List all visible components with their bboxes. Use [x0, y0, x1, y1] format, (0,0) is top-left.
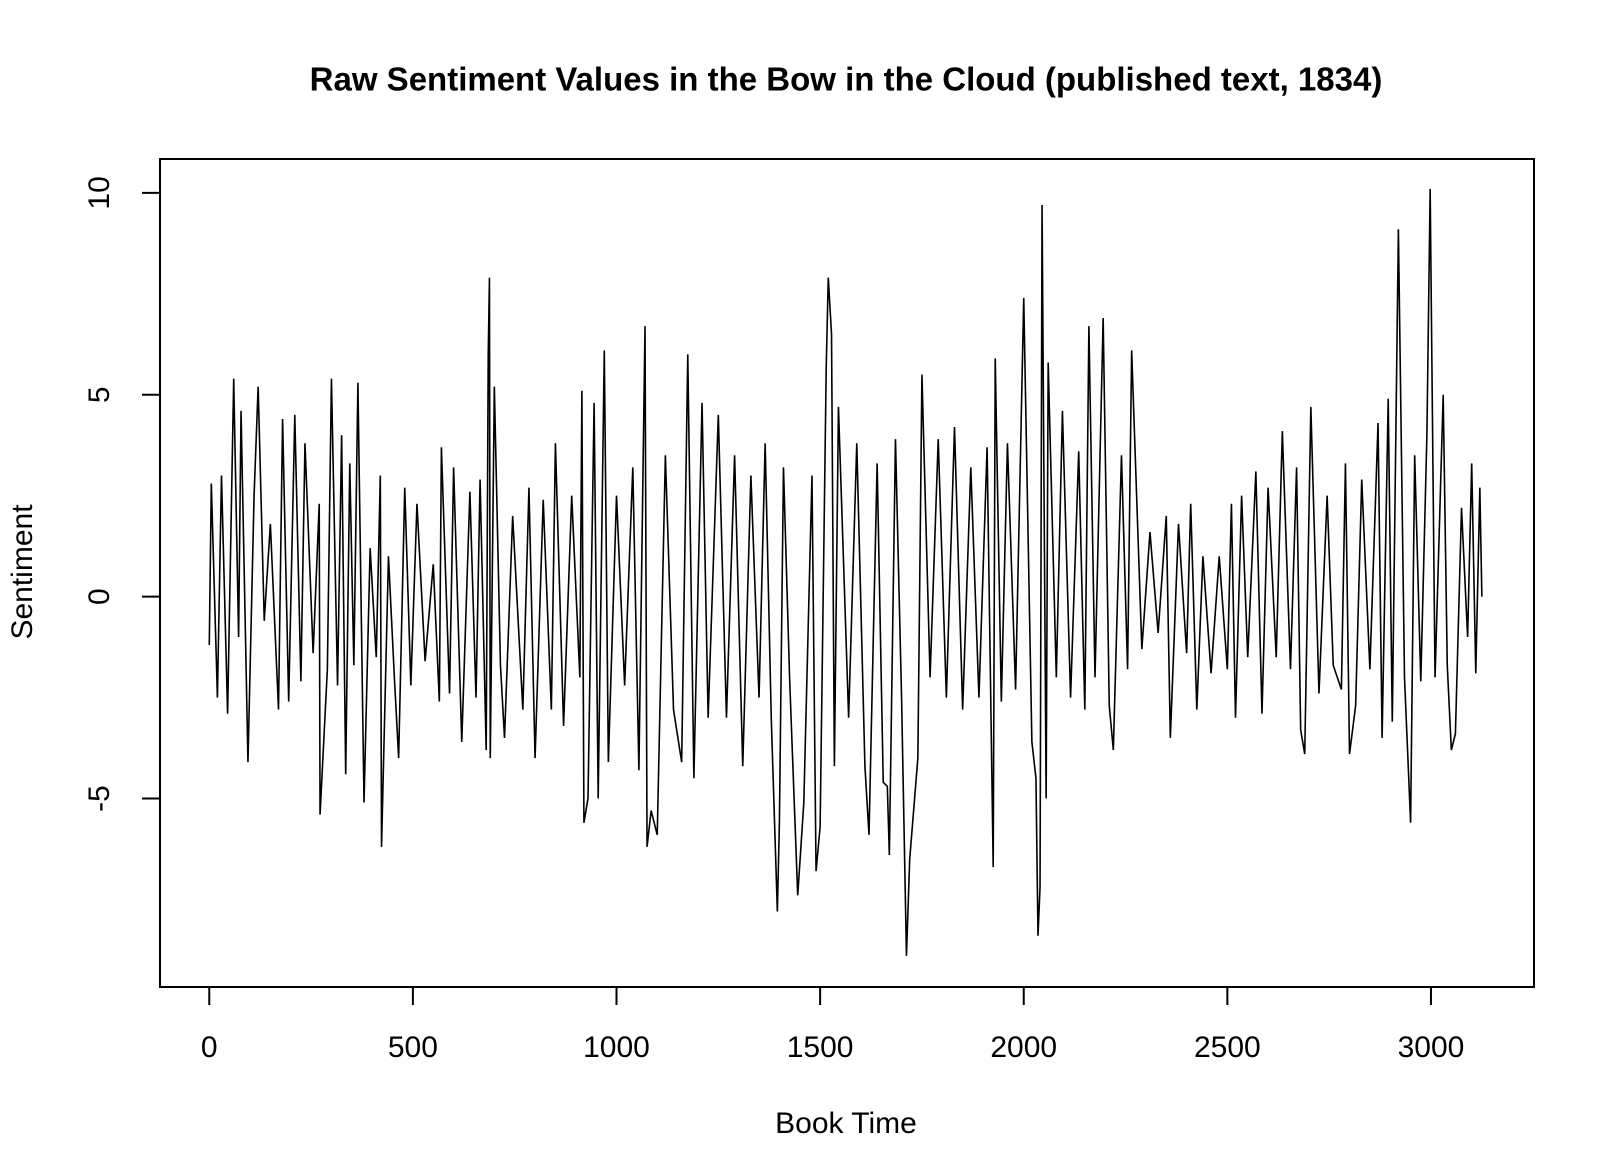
x-tick-label: 1000 — [583, 1031, 650, 1064]
x-tick-label: 0 — [201, 1031, 218, 1064]
chart-title: Raw Sentiment Values in the Bow in the C… — [310, 61, 1383, 98]
x-tick-label: 3000 — [1398, 1031, 1465, 1064]
y-tick-label: 10 — [83, 176, 116, 209]
y-tick-label: -5 — [83, 785, 116, 812]
y-axis-label: Sentiment — [6, 504, 39, 640]
x-axis-label: Book Time — [775, 1107, 917, 1140]
x-tick-label: 1500 — [787, 1031, 854, 1064]
x-tick-label: 500 — [388, 1031, 438, 1064]
x-tick-label: 2000 — [990, 1031, 1057, 1064]
x-tick-label: 2500 — [1194, 1031, 1261, 1064]
y-tick-label: 0 — [83, 588, 116, 605]
sentiment-line — [208, 188, 1483, 956]
y-tick-label: 5 — [83, 386, 116, 403]
